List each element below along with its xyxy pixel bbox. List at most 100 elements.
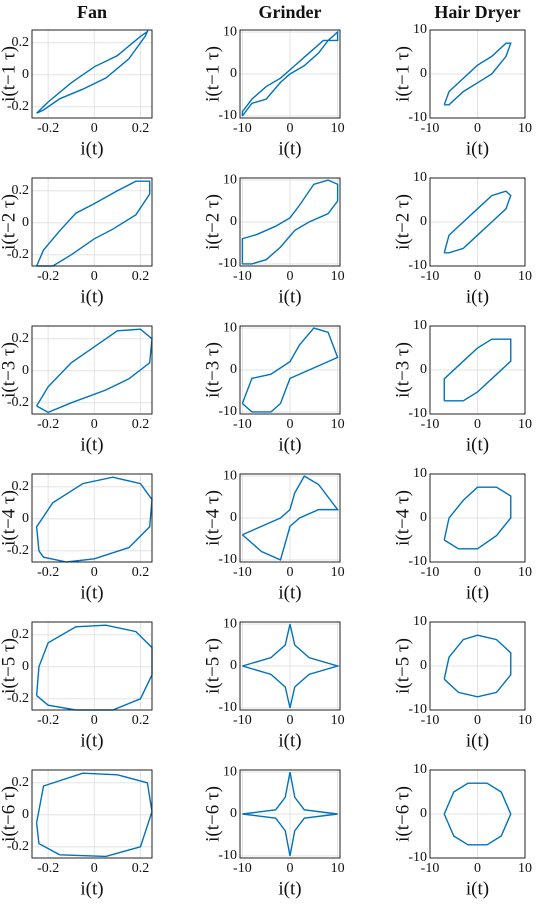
x-tick-label: -0.2	[37, 121, 59, 136]
y-tick-label: -0.2	[7, 691, 29, 706]
x-tick-label: 10	[331, 713, 345, 728]
y-axis-label: i(t−3 τ)	[0, 342, 19, 398]
x-tick-label: 10	[518, 121, 532, 136]
y-tick-label: 0.2	[12, 775, 30, 790]
x-tick-label: -10	[421, 861, 440, 876]
x-tick-label: -10	[233, 861, 252, 876]
x-tick-label: 10	[518, 417, 532, 432]
y-tick-label: 0	[230, 806, 237, 821]
y-axis-label: i(t−5 τ)	[0, 638, 19, 694]
x-tick-label: 10	[331, 565, 345, 580]
y-tick-label: 10	[413, 466, 427, 481]
plot-frame	[239, 177, 341, 267]
x-tick-label: -0.2	[37, 417, 59, 432]
trajectory	[242, 623, 341, 709]
plot-frame	[239, 473, 341, 563]
y-tick-label: 10	[413, 614, 427, 629]
y-tick-label: -10	[218, 700, 237, 715]
x-tick-label: 0	[287, 121, 294, 136]
y-axis-label: i(t−4 τ)	[392, 490, 413, 546]
x-tick-label: 0.2	[132, 417, 150, 432]
y-tick-label: -10	[408, 110, 427, 125]
x-tick-label: 0	[474, 121, 481, 136]
y-tick-label: -10	[408, 406, 427, 421]
x-tick-label: -10	[233, 713, 252, 728]
x-tick-label: 0.2	[132, 861, 150, 876]
y-tick-label: -10	[218, 256, 237, 271]
x-tick-label: 0	[91, 417, 98, 432]
y-axis-label: i(t−2 τ)	[392, 194, 413, 250]
x-tick-label: -10	[233, 565, 252, 580]
y-axis-label: i(t−2 τ)	[202, 194, 223, 250]
y-axis-label: i(t−1 τ)	[202, 46, 223, 102]
x-tick-label: 0	[287, 269, 294, 284]
trajectory	[443, 42, 512, 106]
plot-frame	[429, 29, 526, 119]
y-tick-label: -10	[218, 404, 237, 419]
trajectory	[36, 29, 150, 114]
y-tick-label: 0.2	[12, 479, 30, 494]
plot-frame	[239, 769, 341, 859]
x-axis-label: i(t)	[80, 286, 103, 307]
y-tick-label: 10	[413, 22, 427, 37]
y-tick-label: 0	[420, 658, 427, 673]
x-axis-label: i(t)	[80, 138, 103, 159]
plot-frame	[31, 29, 153, 119]
x-tick-label: -0.2	[37, 269, 59, 284]
y-axis-label: i(t−6 τ)	[0, 786, 19, 842]
y-tick-label: 0.2	[12, 627, 30, 642]
y-tick-label: 0	[22, 215, 29, 230]
plot-frame	[429, 177, 526, 267]
y-tick-label: 0	[230, 214, 237, 229]
y-tick-label: 0.2	[12, 331, 30, 346]
y-tick-label: 10	[223, 764, 237, 779]
x-tick-label: 0	[474, 417, 481, 432]
plot-frame	[429, 769, 526, 859]
x-tick-label: 10	[331, 417, 345, 432]
trajectory	[443, 782, 512, 846]
x-tick-label: 0.2	[132, 121, 150, 136]
x-axis-label: i(t)	[278, 878, 301, 899]
x-axis-label: i(t)	[466, 582, 489, 603]
x-tick-label: 0	[91, 713, 98, 728]
y-tick-label: 0	[22, 807, 29, 822]
x-tick-label: 10	[518, 713, 532, 728]
plot-frame	[31, 621, 153, 711]
y-tick-label: -0.2	[7, 247, 29, 262]
trajectory	[241, 327, 339, 413]
y-axis-label: i(t−4 τ)	[0, 490, 19, 546]
x-tick-label: 0	[91, 861, 98, 876]
plot-frame	[239, 29, 341, 119]
y-tick-label: 0	[230, 658, 237, 673]
column-title: Grinder	[259, 2, 322, 22]
x-tick-label: 0	[474, 861, 481, 876]
y-tick-label: 0	[420, 510, 427, 525]
x-tick-label: 0.2	[132, 565, 150, 580]
trajectory	[241, 179, 339, 265]
y-tick-label: 0	[230, 362, 237, 377]
x-tick-label: 10	[518, 565, 532, 580]
x-tick-label: 10	[331, 861, 345, 876]
x-tick-label: 0	[474, 713, 481, 728]
x-tick-label: -10	[421, 417, 440, 432]
y-tick-label: 10	[223, 616, 237, 631]
y-tick-label: 10	[413, 318, 427, 333]
x-axis-label: i(t)	[278, 138, 301, 159]
y-tick-label: 0	[22, 659, 29, 674]
y-axis-label: i(t−1 τ)	[392, 46, 413, 102]
y-tick-label: 0	[22, 67, 29, 82]
trajectory	[241, 30, 339, 117]
y-tick-label: -10	[218, 552, 237, 567]
plot-frame	[31, 325, 153, 415]
trajectory	[443, 486, 512, 550]
y-tick-label: 0	[22, 363, 29, 378]
y-tick-label: 10	[223, 172, 237, 187]
trajectory	[443, 634, 512, 698]
y-tick-label: 0.2	[12, 183, 30, 198]
x-axis-label: i(t)	[466, 138, 489, 159]
plot-frame	[31, 769, 153, 859]
y-tick-label: 0	[22, 511, 29, 526]
x-tick-label: -10	[421, 269, 440, 284]
x-tick-label: -10	[233, 417, 252, 432]
